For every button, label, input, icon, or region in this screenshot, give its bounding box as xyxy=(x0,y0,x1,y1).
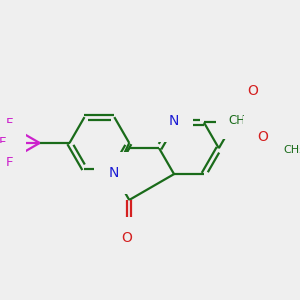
Text: N: N xyxy=(108,166,118,180)
Text: CH₃: CH₃ xyxy=(283,145,300,154)
Text: N: N xyxy=(169,114,179,128)
Text: F: F xyxy=(6,117,13,130)
Text: F: F xyxy=(6,156,13,169)
Text: F: F xyxy=(0,136,7,149)
Text: O: O xyxy=(257,130,268,144)
Text: CH₃: CH₃ xyxy=(228,114,250,127)
Text: O: O xyxy=(247,84,258,98)
Text: O: O xyxy=(121,231,132,245)
